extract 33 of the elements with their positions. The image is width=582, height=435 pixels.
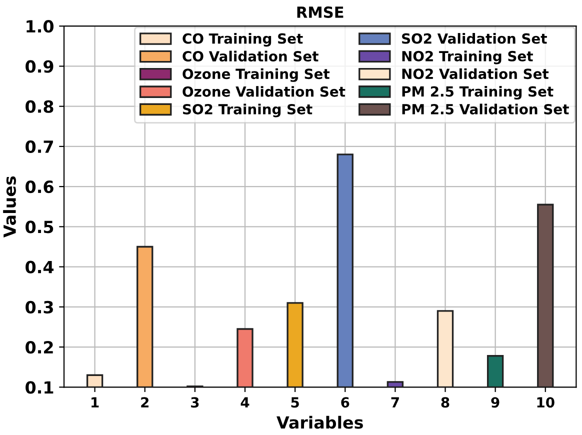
legend-label: PM 2.5 Validation Set xyxy=(402,104,569,114)
x-tick-label: 10 xyxy=(537,397,554,408)
x-tick-label: 3 xyxy=(191,397,199,408)
y-tick-label: 0.5 xyxy=(26,220,54,234)
x-tick-label: 4 xyxy=(240,397,250,408)
legend-label: CO Training Set xyxy=(182,33,303,47)
legend-label: NO2 Training Set xyxy=(402,50,533,64)
legend-label: SO2 Training Set xyxy=(182,104,312,118)
legend-label: CO Validation Set xyxy=(182,50,318,62)
x-tick-label: 7 xyxy=(391,397,399,408)
x-tick-label: 1 xyxy=(92,397,99,408)
legend-label: NO2 Validation Set xyxy=(402,68,549,80)
x-tick-label: 8 xyxy=(441,397,450,408)
y-tick-label: 0.3 xyxy=(26,300,53,314)
x-tick-label: 6 xyxy=(341,397,350,408)
x-tick-label: 5 xyxy=(291,397,299,408)
legend-label: Ozone Training Set xyxy=(182,68,330,82)
y-tick-label: 0.9 xyxy=(26,60,54,73)
legend-label: SO2 Validation Set xyxy=(402,33,547,44)
legend-label: PM 2.5 Training Set xyxy=(402,86,554,100)
y-tick-label: 1.0 xyxy=(26,20,54,33)
y-tick-label: 0.7 xyxy=(26,140,53,154)
x-axis-title: Variables xyxy=(276,416,363,429)
y-tick-label: 0.6 xyxy=(26,180,54,194)
legend-label: Ozone Validation Set xyxy=(182,86,346,97)
chart-title: RMSE xyxy=(297,6,344,18)
y-axis-title: Values xyxy=(3,176,16,238)
y-tick-label: 0.8 xyxy=(26,100,54,113)
y-tick-label: 0.2 xyxy=(26,340,53,354)
y-tick-label: 0.4 xyxy=(26,260,54,274)
x-tick-label: 9 xyxy=(491,397,500,408)
y-tick-label: 0.1 xyxy=(26,381,54,394)
x-tick-label: 2 xyxy=(141,397,148,408)
